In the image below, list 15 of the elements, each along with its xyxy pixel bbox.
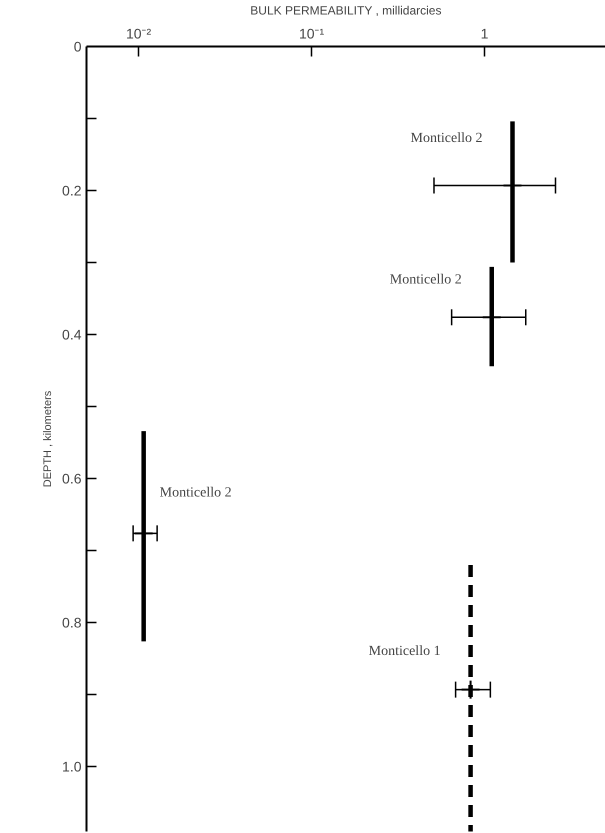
x-tick-label: 10⁻²: [126, 26, 152, 42]
y-tick-label: 0.6: [62, 470, 82, 487]
y-axis-title: DEPTH , kilometers: [42, 390, 54, 488]
x-tick-label: 1: [480, 26, 489, 42]
y-tick-label: 1.0: [62, 758, 82, 775]
annotation: Monticello 2: [410, 131, 482, 146]
annotation: Monticello 1: [368, 644, 441, 659]
annotation: Monticello 2: [390, 272, 462, 288]
y-tick-label: 0: [74, 38, 82, 54]
annotation: Monticello 2: [160, 486, 232, 501]
y-tick-label: 0.8: [62, 614, 82, 631]
x-tick-label: 10⁻¹: [298, 26, 325, 42]
y-tick-label: 0.4: [62, 326, 82, 343]
x-axis-title: BULK PERMEABILITY , millidarcies: [250, 4, 442, 18]
y-tick-label: 0.2: [62, 182, 82, 199]
